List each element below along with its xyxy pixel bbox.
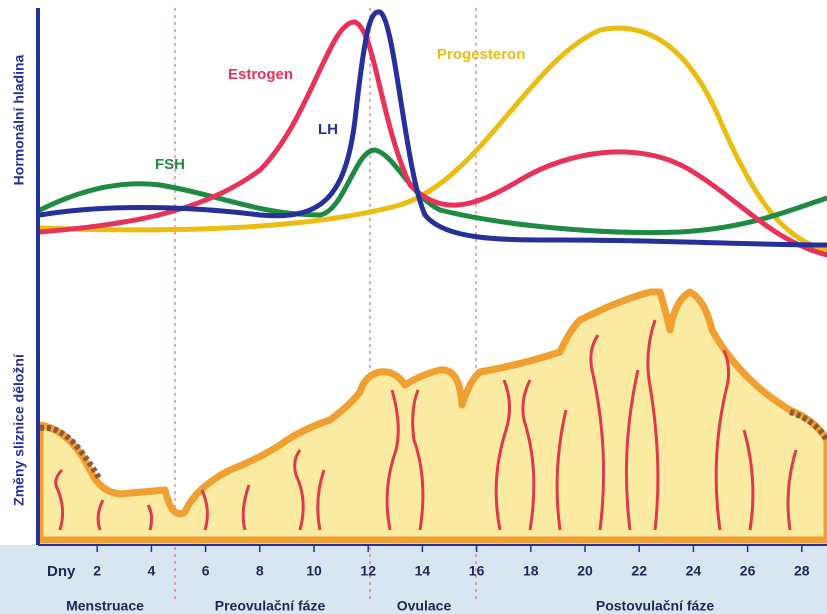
estrogen-label: Estrogen — [228, 66, 293, 83]
day-label: 8 — [256, 563, 264, 579]
phase-label: Postovulační fáze — [596, 598, 714, 614]
phase-label: Menstruace — [66, 598, 144, 614]
x-unit: Dny — [47, 563, 76, 580]
day-label: 18 — [523, 563, 539, 579]
day-label: 4 — [148, 563, 156, 579]
day-label: 22 — [631, 563, 647, 579]
day-label: 14 — [415, 563, 431, 579]
y-label-endometrium: Změny sliznice děložní — [11, 353, 27, 506]
lh-label: LH — [318, 121, 338, 138]
hormone-curves — [40, 12, 827, 255]
phase-label: Preovulační fáze — [215, 598, 326, 614]
y-label-hormones: Hormonální hladina — [11, 54, 27, 185]
day-label: 6 — [202, 563, 210, 579]
day-label: 12 — [360, 563, 376, 579]
fsh-label: FSH — [155, 156, 185, 173]
cycle-diagram: Hormonální hladina Změny sliznice děložn… — [0, 0, 827, 614]
day-label: 20 — [577, 563, 593, 579]
endometrium — [40, 292, 827, 540]
progesteron-label: Progesteron — [437, 46, 525, 63]
day-label: 10 — [306, 563, 322, 579]
day-label: 24 — [686, 563, 702, 579]
day-label: 26 — [740, 563, 756, 579]
day-label: 16 — [469, 563, 485, 579]
phase-label: Ovulace — [397, 598, 452, 614]
day-label: 2 — [93, 563, 101, 579]
day-label: 28 — [794, 563, 810, 579]
